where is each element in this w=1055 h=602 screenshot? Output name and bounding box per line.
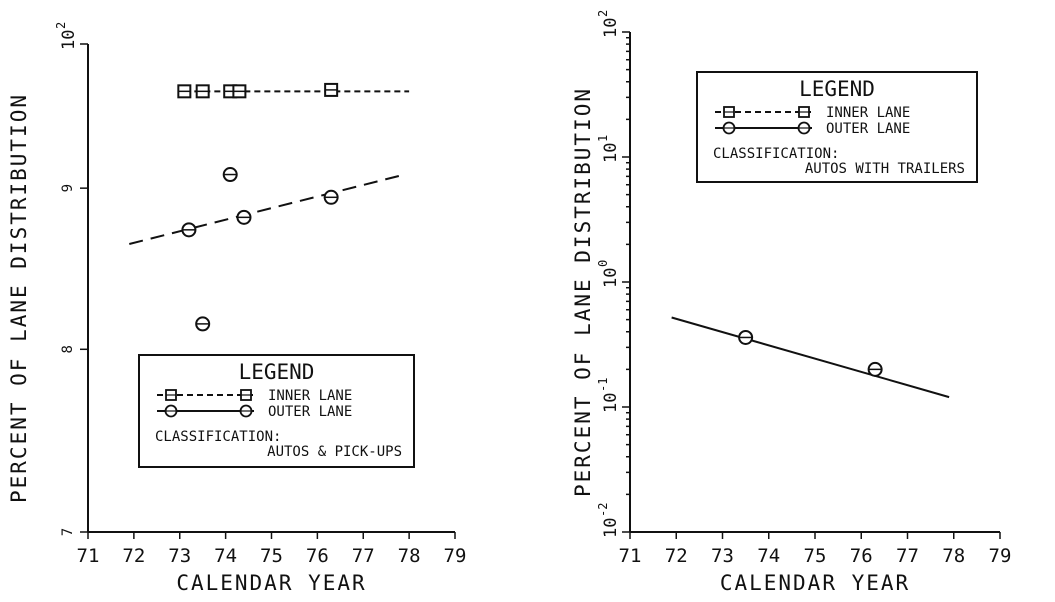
y-tick-base: 10 bbox=[601, 393, 621, 413]
y-tick-label-group: 10-1 bbox=[596, 378, 621, 413]
y-tick-label-group: 102 bbox=[596, 10, 621, 38]
right-chart: 71 72 73 74 75 76 77 78 7910210110010-110-2CALEN… bbox=[571, 10, 1011, 595]
legend-series-label: INNER LANE bbox=[268, 388, 352, 404]
data-point-square bbox=[324, 82, 339, 97]
x-tick-label: 78 bbox=[942, 545, 965, 567]
y-tick-base: 10 bbox=[601, 18, 621, 38]
x-tick-label: 78 bbox=[398, 545, 421, 567]
data-point-circle bbox=[222, 167, 238, 183]
y-tick-label-group: 10-2 bbox=[596, 503, 621, 538]
y-tick-exponent: 1 bbox=[596, 135, 610, 142]
y-tick-label: 9 bbox=[60, 184, 76, 192]
left-chart: 71 72 73 74 75 76 77 78 79 102 9 8 7 CALENDAR YEAR PER… bbox=[7, 22, 466, 595]
y-tick-base: 10 bbox=[601, 268, 621, 288]
x-tick-label: 73 bbox=[711, 545, 734, 567]
x-tick-label: 74 bbox=[214, 545, 237, 567]
y-tick-exponent: -1 bbox=[596, 378, 610, 392]
legend-series-label: OUTER LANE bbox=[826, 121, 910, 137]
legend-classification-value: AUTOS WITH TRAILERS bbox=[805, 161, 965, 177]
y-tick-exponent: 0 bbox=[596, 260, 610, 267]
data-point-circle bbox=[195, 316, 211, 332]
data-point-circle bbox=[867, 361, 883, 377]
y-tick-exponent: -2 bbox=[596, 503, 610, 517]
y-tick-label-group: 102 bbox=[54, 22, 79, 50]
y-axis-title: PERCENT OF LANE DISTRIBUTION bbox=[7, 93, 31, 503]
x-tick-label: 79 bbox=[989, 545, 1012, 567]
y-tick-base: 10 bbox=[59, 30, 79, 50]
x-tick-label: 79 bbox=[444, 545, 467, 567]
legend-series-label: OUTER LANE bbox=[268, 404, 352, 420]
data-point-square bbox=[195, 84, 210, 99]
legend-classification-value: AUTOS & PICK-UPS bbox=[267, 444, 402, 460]
x-tick-label: 71 bbox=[77, 545, 100, 567]
y-tick-exponent: 2 bbox=[596, 10, 610, 17]
data-point-square bbox=[177, 84, 192, 99]
x-axis-title: CALENDAR YEAR bbox=[176, 571, 366, 595]
legend-title: LEGEND bbox=[799, 77, 875, 101]
data-point-circle bbox=[323, 189, 339, 205]
y-tick-label-group: 101 bbox=[596, 135, 621, 163]
y-tick-label: 8 bbox=[60, 345, 76, 353]
x-tick-label: 75 bbox=[804, 545, 827, 567]
y-tick-label: 7 bbox=[60, 528, 76, 536]
x-tick-label: 71 bbox=[619, 545, 642, 567]
x-tick-label: 77 bbox=[352, 545, 375, 567]
x-tick-label: 76 bbox=[306, 545, 329, 567]
x-tick-label: 75 bbox=[260, 545, 283, 567]
legend-classification-label: CLASSIFICATION: bbox=[713, 146, 839, 162]
y-tick-label-group: 100 bbox=[596, 260, 621, 288]
y-tick-base: 10 bbox=[601, 143, 621, 163]
series-trend-line bbox=[129, 173, 405, 245]
x-tick-label: 72 bbox=[665, 545, 688, 567]
x-axis-title: CALENDAR YEAR bbox=[720, 571, 910, 595]
data-point-circle bbox=[236, 209, 252, 225]
legend-series-label: INNER LANE bbox=[826, 105, 910, 121]
series-trend-line bbox=[671, 316, 950, 399]
x-tick-label: 73 bbox=[168, 545, 191, 567]
x-tick-label: 74 bbox=[757, 545, 780, 567]
y-tick-base: 10 bbox=[601, 518, 621, 538]
data-point-circle bbox=[181, 222, 197, 238]
legend-title: LEGEND bbox=[239, 360, 315, 384]
x-tick-label: 77 bbox=[896, 545, 919, 567]
x-tick-label: 76 bbox=[850, 545, 873, 567]
y-tick-exponent: 2 bbox=[54, 22, 68, 29]
data-point-square bbox=[232, 84, 247, 99]
y-axis-title: PERCENT OF LANE DISTRIBUTION bbox=[571, 87, 595, 497]
x-tick-label: 72 bbox=[122, 545, 145, 567]
legend-classification-label: CLASSIFICATION: bbox=[155, 429, 281, 445]
data-point-circle bbox=[738, 329, 754, 345]
